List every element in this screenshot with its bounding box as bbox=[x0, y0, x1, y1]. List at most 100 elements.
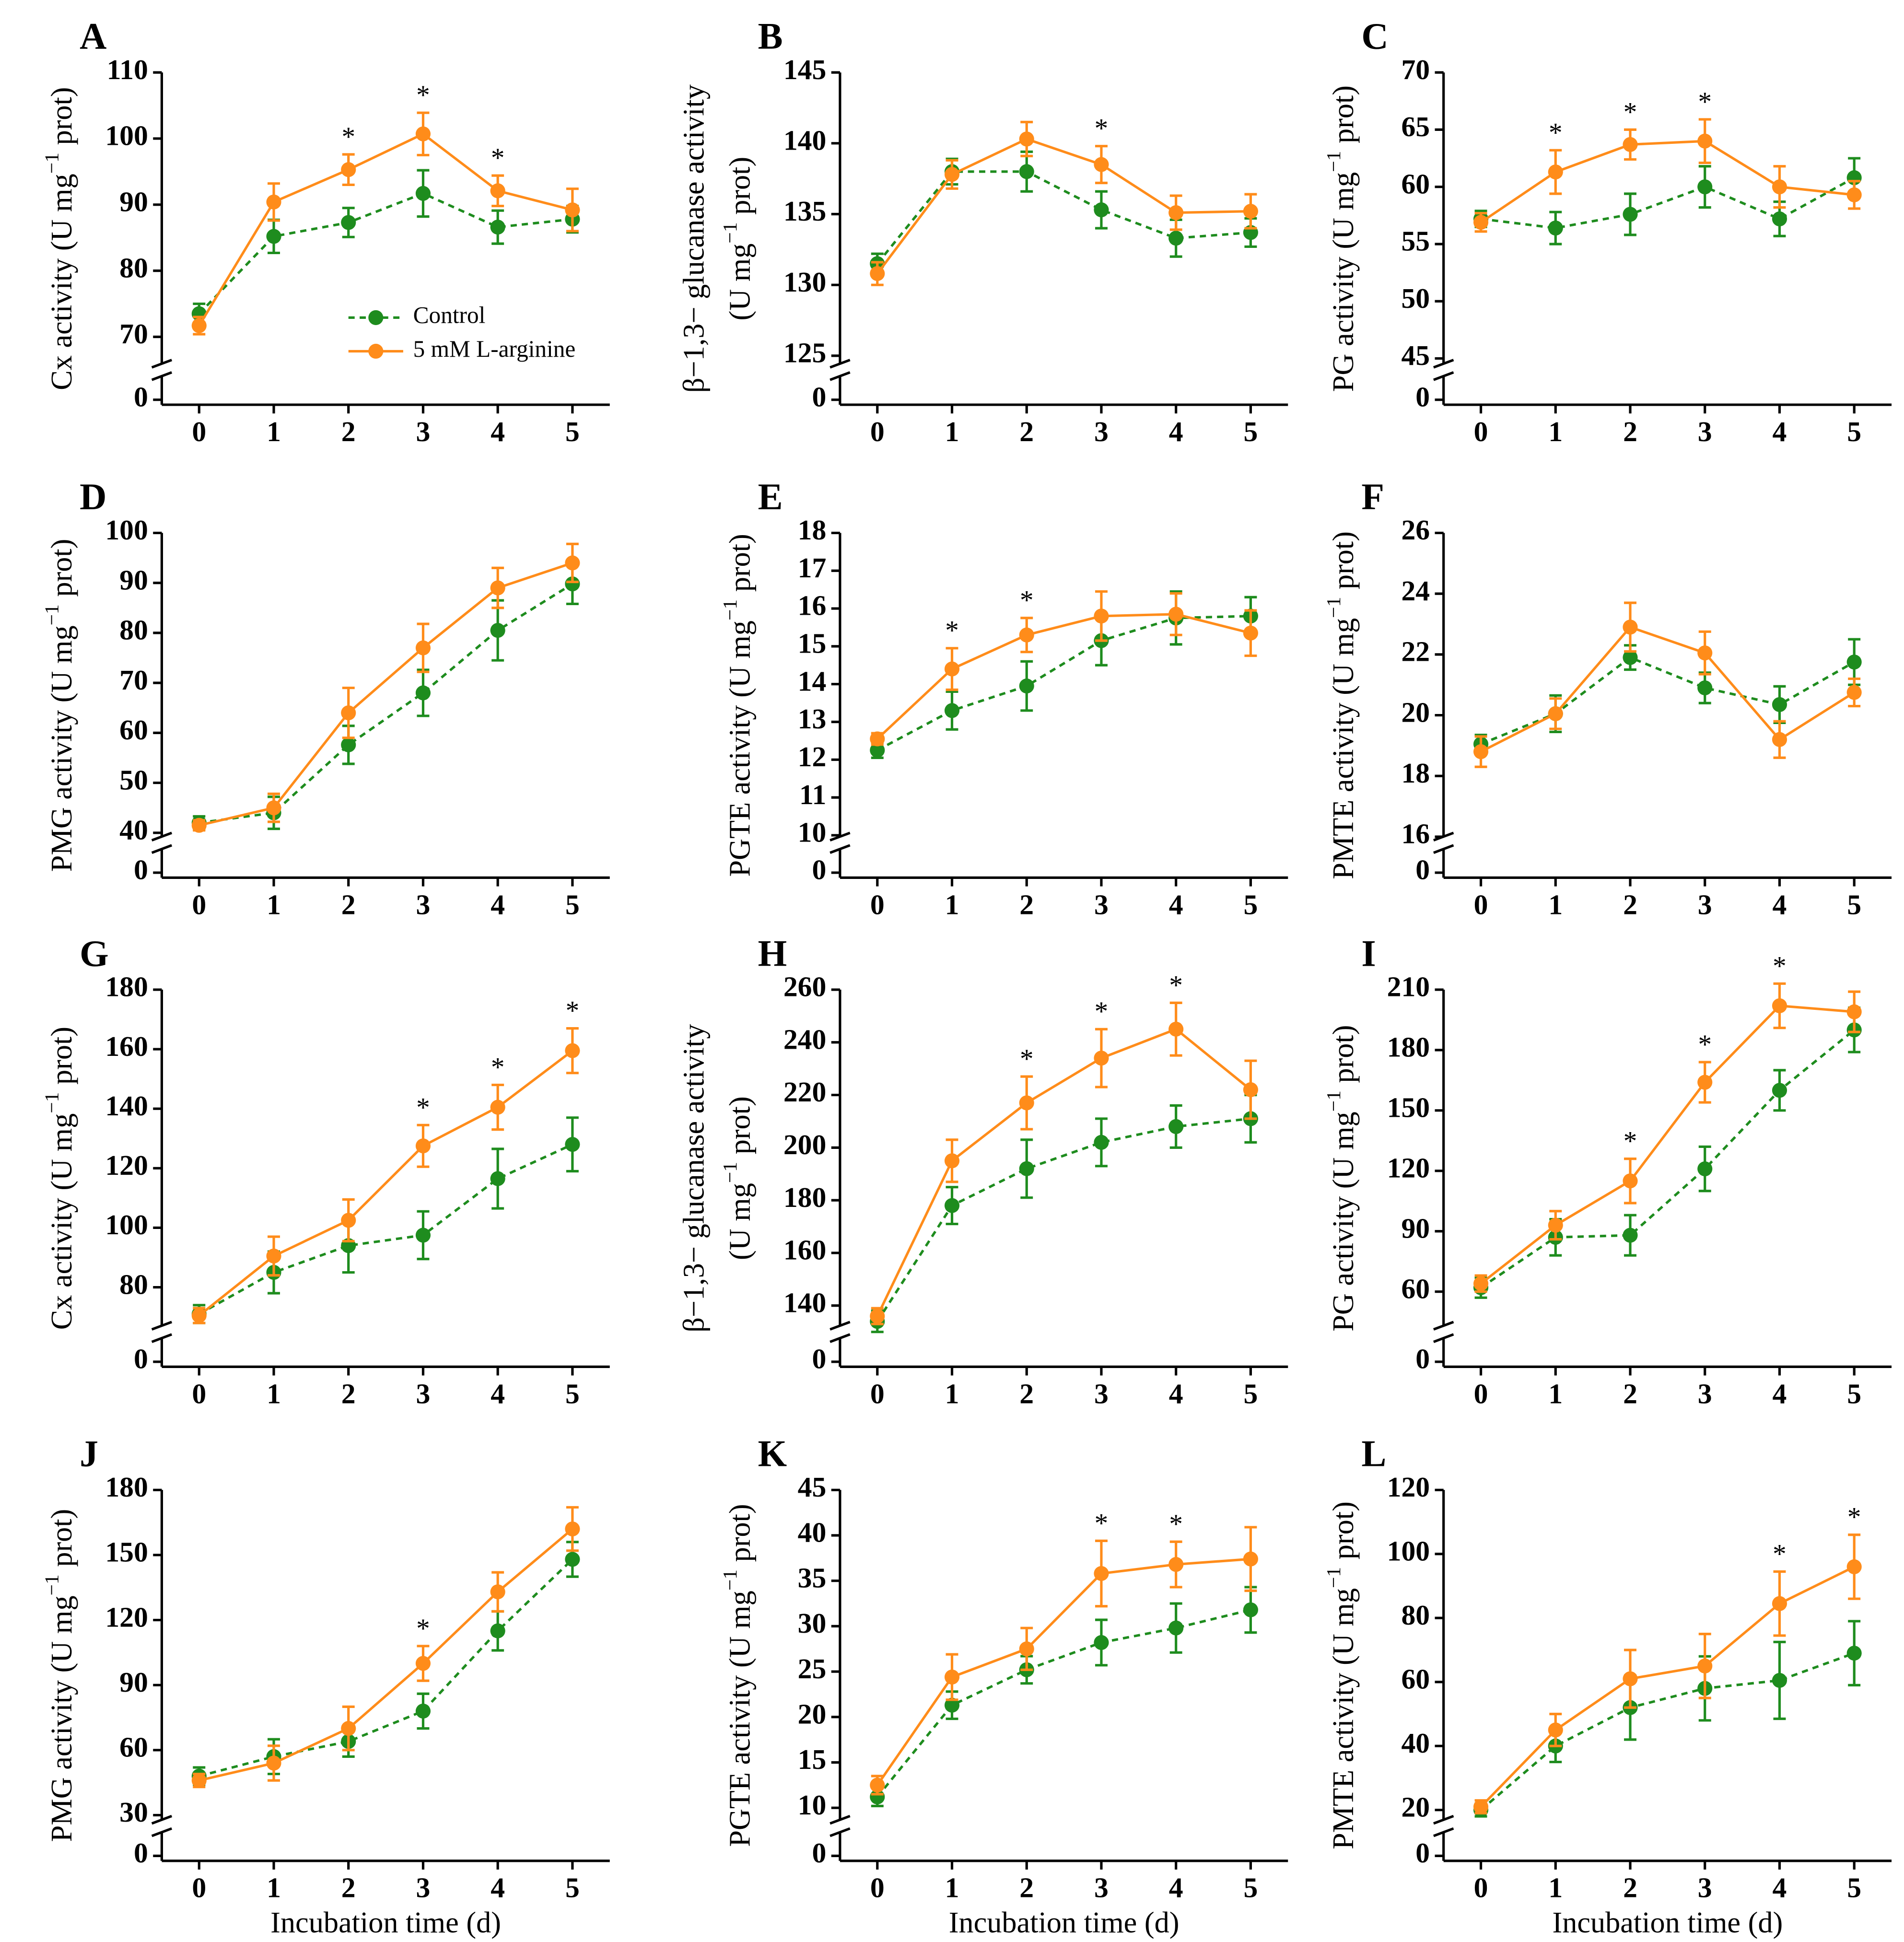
data-point bbox=[1772, 697, 1787, 712]
series-line bbox=[1480, 1652, 1855, 1811]
data-point bbox=[1548, 220, 1563, 236]
y-tick-label: 90 bbox=[119, 186, 148, 217]
y-axis-label-part: −1 bbox=[40, 152, 62, 174]
data-point bbox=[1094, 157, 1109, 172]
data-point bbox=[1548, 164, 1563, 180]
significance-mark: * bbox=[491, 1053, 505, 1083]
y-tick-label: 240 bbox=[783, 1023, 827, 1055]
y-tick-label: 180 bbox=[105, 1471, 148, 1503]
data-point bbox=[870, 266, 885, 281]
y-tick-label: 145 bbox=[783, 54, 827, 85]
data-point bbox=[944, 661, 960, 677]
y-tick-label: 60 bbox=[119, 1731, 148, 1763]
data-point bbox=[1697, 1075, 1713, 1090]
significance-mark: * bbox=[416, 1092, 430, 1123]
y-tick-label: 60 bbox=[1401, 1663, 1430, 1695]
data-point bbox=[1697, 1658, 1713, 1673]
y-tick-label: 20 bbox=[798, 1698, 827, 1730]
x-tick-label: 3 bbox=[1698, 1378, 1712, 1409]
significance-mark: * bbox=[341, 122, 355, 152]
y-tick-label: 80 bbox=[1401, 1599, 1430, 1631]
data-point bbox=[341, 1213, 356, 1228]
y-tick-label: 200 bbox=[783, 1129, 827, 1160]
x-tick-label: 2 bbox=[1623, 889, 1637, 920]
data-point bbox=[1168, 1021, 1184, 1037]
x-tick-label: 2 bbox=[1623, 416, 1637, 447]
data-point bbox=[1473, 1276, 1489, 1291]
y-axis-label-part: prot) bbox=[724, 1504, 757, 1569]
y-tick-label: 220 bbox=[783, 1076, 827, 1108]
series-line bbox=[198, 1050, 573, 1317]
data-point bbox=[1473, 215, 1489, 230]
x-tick-label: 2 bbox=[1019, 1872, 1034, 1904]
data-point bbox=[1846, 685, 1862, 700]
series-line bbox=[876, 1557, 1251, 1786]
x-tick-label: 3 bbox=[1094, 1378, 1109, 1409]
panel-label: A bbox=[80, 15, 106, 57]
x-axis-label: Incubation time (d) bbox=[1552, 1906, 1783, 1939]
series-line bbox=[1480, 1004, 1855, 1285]
y-axis-label-part: β−1,3− glucanase activity bbox=[677, 84, 711, 393]
x-tick-label: 2 bbox=[341, 889, 356, 920]
y-tick-label: 11 bbox=[799, 779, 826, 810]
series-line bbox=[876, 1117, 1251, 1322]
x-tick-label: 2 bbox=[1019, 1378, 1034, 1409]
series-line bbox=[198, 132, 573, 327]
y-tick-label: 120 bbox=[1387, 1471, 1430, 1503]
y-axis-label: PG activity (U mg−1 prot) bbox=[1322, 85, 1360, 392]
y-tick-label: 150 bbox=[1387, 1092, 1430, 1123]
data-point bbox=[1772, 1596, 1787, 1611]
data-point bbox=[1094, 202, 1109, 218]
x-tick-label: 4 bbox=[491, 416, 505, 447]
x-tick-label: 1 bbox=[1548, 416, 1563, 447]
data-point bbox=[944, 1153, 960, 1169]
series-line bbox=[1480, 1029, 1855, 1289]
y-axis-label-part: PMG activity (U mg bbox=[45, 625, 78, 872]
x-tick-label: 2 bbox=[341, 1872, 356, 1904]
x-tick-label: 1 bbox=[1548, 1378, 1563, 1409]
significance-mark: * bbox=[1549, 117, 1563, 148]
panel-label: C bbox=[1361, 15, 1388, 57]
y-tick-label: 100 bbox=[105, 1209, 148, 1240]
y-tick-label: 0 bbox=[134, 1343, 148, 1375]
data-point bbox=[944, 1697, 960, 1713]
significance-mark: * bbox=[1698, 87, 1712, 117]
data-point bbox=[1094, 1051, 1109, 1066]
panel: D 40 50 60 70 80 90 100 0 0 1 2 3 4 5 PMG activity (U m… bbox=[40, 476, 610, 920]
x-tick-label: 4 bbox=[1773, 1872, 1787, 1904]
data-point bbox=[341, 162, 356, 177]
y-tick-label: 26 bbox=[1401, 514, 1430, 546]
y-tick-label: 14 bbox=[798, 665, 827, 697]
y-axis-label-part: prot) bbox=[724, 157, 757, 222]
x-tick-label: 4 bbox=[491, 889, 505, 920]
significance-mark: * bbox=[1095, 114, 1109, 144]
data-point bbox=[1243, 1551, 1258, 1567]
data-point bbox=[565, 555, 580, 571]
y-tick-label: 40 bbox=[1401, 1727, 1430, 1759]
y-tick-label: 16 bbox=[798, 590, 827, 621]
y-tick-label: 160 bbox=[783, 1234, 827, 1266]
data-point bbox=[415, 1228, 431, 1243]
series-line bbox=[1480, 140, 1855, 223]
data-point bbox=[565, 576, 580, 592]
y-axis-label: PG activity (U mg−1 prot) bbox=[1322, 1025, 1360, 1332]
data-point bbox=[1846, 655, 1862, 670]
x-tick-label: 0 bbox=[192, 889, 206, 920]
x-tick-label: 3 bbox=[1698, 416, 1712, 447]
data-point bbox=[341, 737, 356, 752]
x-tick-label: 1 bbox=[945, 1872, 959, 1904]
data-point bbox=[1019, 131, 1034, 147]
y-axis-label-part: prot) bbox=[1327, 1025, 1360, 1091]
series-line bbox=[198, 192, 573, 315]
panel: L 20 40 60 80 100 120 0 0 1 2 3 4 5 Incubation time (d… bbox=[1322, 1433, 1892, 1939]
legend-marker bbox=[368, 310, 384, 325]
y-tick-label: 100 bbox=[1387, 1535, 1430, 1567]
axis-break bbox=[829, 1321, 851, 1331]
x-tick-label: 2 bbox=[1019, 889, 1034, 920]
axis-break bbox=[829, 831, 851, 842]
y-tick-label: 0 bbox=[134, 381, 148, 412]
y-axis-label-part: prot) bbox=[1327, 531, 1360, 597]
x-tick-label: 0 bbox=[1474, 416, 1488, 447]
data-point bbox=[266, 229, 281, 244]
y-axis-label-part: β−1,3− glucanase activity bbox=[677, 1024, 711, 1333]
